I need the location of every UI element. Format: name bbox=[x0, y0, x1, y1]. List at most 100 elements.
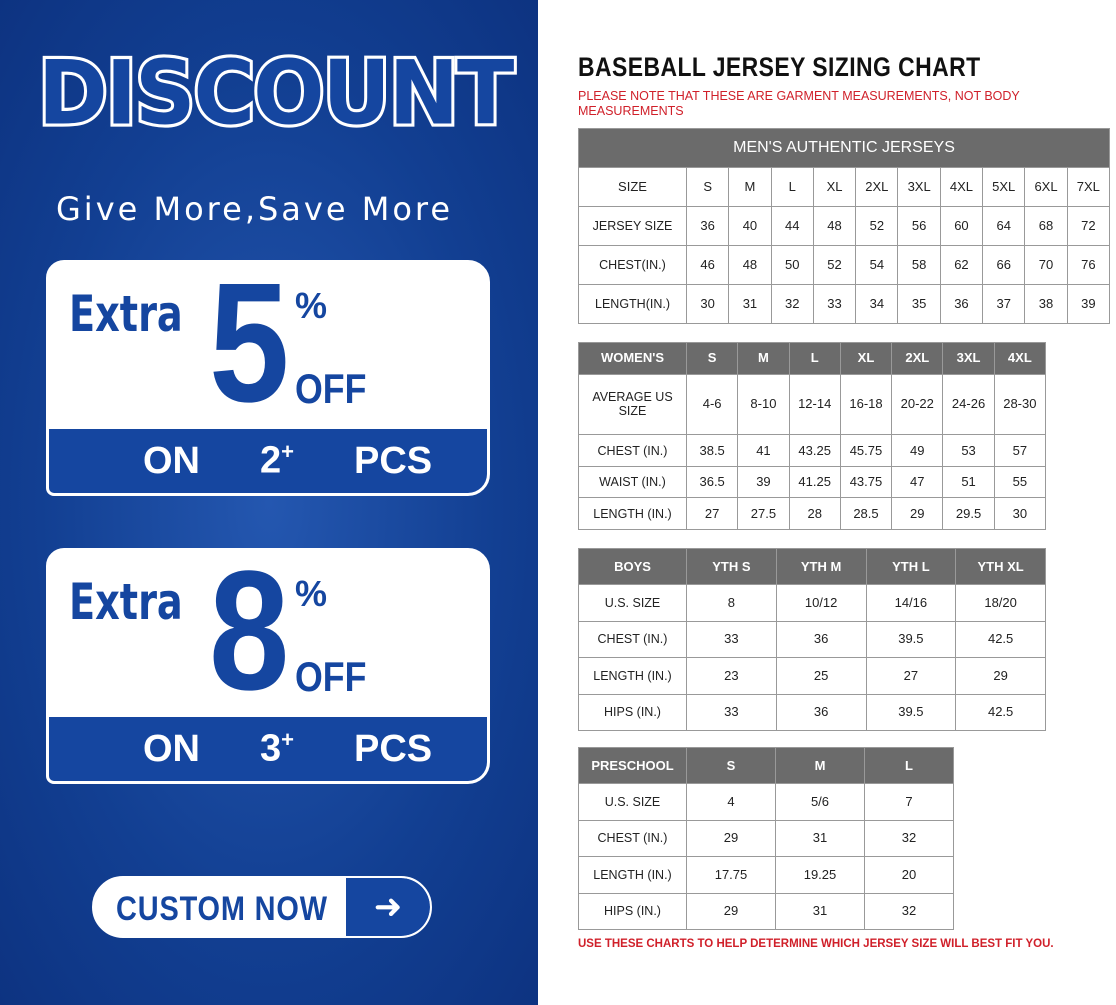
table-cell: 10/12 bbox=[775, 584, 867, 622]
table-cell: 20-22 bbox=[891, 373, 944, 436]
table-cell: 38.5 bbox=[685, 434, 739, 467]
table-cell: 48 bbox=[812, 206, 857, 246]
mens-size-table: MEN'S AUTHENTIC JERSEYS SIZE S M L XL 2XL 3XL 4X… bbox=[578, 128, 1111, 324]
table-cell: 44 bbox=[770, 206, 814, 246]
table-row: LENGTH(IN.) 30 31 32 33 34 35 36 37 38 39 bbox=[578, 284, 1111, 324]
table-header-row: WOMEN'S S M L XL 2XL 3XL 4XL bbox=[578, 342, 1047, 375]
row-label: CHEST (IN.) bbox=[578, 620, 687, 659]
row-label: AVERAGE US SIZE bbox=[578, 373, 687, 436]
table-cell: 62 bbox=[939, 245, 984, 285]
row-label: LENGTH (IN.) bbox=[578, 657, 687, 695]
chart-title: BASEBALL JERSEY SIZING CHART bbox=[578, 52, 981, 82]
table-cell: 24-26 bbox=[942, 373, 995, 436]
offer-off: OFF bbox=[295, 365, 367, 412]
table-cell: 70 bbox=[1024, 245, 1068, 285]
table-cell: 8-10 bbox=[737, 373, 790, 436]
offer-card-5: Extra 5 % OFF ON 2+ PCS bbox=[46, 260, 490, 496]
custom-now-label: CUSTOM NOW bbox=[116, 890, 328, 928]
row-label: U.S. SIZE bbox=[578, 783, 687, 821]
table-row: HIPS (IN.) 29 31 32 bbox=[578, 892, 954, 931]
table-cell: 29 bbox=[686, 892, 776, 931]
table-cell: 38 bbox=[1024, 284, 1068, 324]
table-row: AVERAGE US SIZE 4-6 8-10 12-14 16-18 20-22 24-… bbox=[578, 373, 1047, 436]
table-cell: 5/6 bbox=[775, 783, 865, 821]
table-cell: 17.75 bbox=[686, 856, 776, 894]
table-cell: 72 bbox=[1066, 206, 1111, 246]
table-cell: 40 bbox=[728, 206, 772, 246]
column-header: S bbox=[685, 167, 730, 207]
offer-off: OFF bbox=[295, 653, 367, 700]
table-cell: 50 bbox=[770, 245, 814, 285]
table-cell: 76 bbox=[1066, 245, 1111, 285]
table-row: CHEST (IN.) 29 31 32 bbox=[578, 819, 954, 858]
table-cell: 33 bbox=[686, 693, 777, 732]
table-row: CHEST (IN.) 38.5 41 43.25 45.75 49 53 57 bbox=[578, 434, 1047, 467]
table-cell: 55 bbox=[993, 465, 1047, 499]
table-cell: 58 bbox=[897, 245, 941, 285]
table-cell: 25 bbox=[775, 657, 867, 695]
qty-number: 2 bbox=[260, 439, 282, 482]
table-cell: 14/16 bbox=[865, 584, 957, 622]
arrow-right-icon: ➜ bbox=[346, 878, 430, 936]
table-cell: 42.5 bbox=[955, 620, 1046, 659]
table-row: LENGTH (IN.) 27 27.5 28 28.5 29 29.5 30 bbox=[578, 497, 1047, 530]
table-cell: 46 bbox=[685, 245, 730, 285]
table-cell: 31 bbox=[775, 819, 865, 858]
offer-value: 8 bbox=[209, 548, 290, 726]
table-cell: 16-18 bbox=[839, 373, 893, 436]
column-header: PRESCHOOL bbox=[578, 746, 687, 785]
custom-now-button[interactable]: CUSTOM NOW ➜ bbox=[92, 876, 432, 938]
table-cell: 49 bbox=[891, 434, 944, 467]
table-cell: 29.5 bbox=[942, 497, 995, 530]
table-cell: 35 bbox=[897, 284, 941, 324]
column-header: XL bbox=[812, 167, 857, 207]
table-cell: 36 bbox=[775, 693, 867, 732]
offer-percent: % bbox=[295, 285, 328, 326]
table-cell: 4 bbox=[686, 783, 776, 821]
offer-card-8: Extra 8 % OFF ON 3+ PCS bbox=[46, 548, 490, 784]
table-cell: 51 bbox=[942, 465, 995, 499]
table-cell: 19.25 bbox=[775, 856, 865, 894]
table-cell: 29 bbox=[955, 657, 1046, 695]
column-header: YTH L bbox=[865, 547, 957, 586]
column-header: 4XL bbox=[939, 167, 984, 207]
table-cell: 27 bbox=[865, 657, 957, 695]
promo-panel: DISCOUNT Give More,Save More Extra 5 % O… bbox=[0, 0, 538, 1005]
table-cell: 41.25 bbox=[788, 465, 841, 499]
table-cell: 32 bbox=[770, 284, 814, 324]
table-cell: 7 bbox=[864, 783, 954, 821]
table-cell: 18/20 bbox=[955, 584, 1046, 622]
table-cell: 30 bbox=[993, 497, 1047, 530]
table-cell: 52 bbox=[855, 206, 899, 246]
tagline: Give More,Save More bbox=[56, 190, 454, 228]
column-header: M bbox=[775, 746, 865, 785]
column-header: L bbox=[770, 167, 814, 207]
column-header: M bbox=[737, 342, 790, 375]
measurement-note: PLEASE NOTE THAT THESE ARE GARMENT MEASU… bbox=[578, 89, 1020, 118]
table-cell: 39 bbox=[1066, 284, 1111, 324]
qty-plus: + bbox=[281, 727, 294, 753]
table-cell: 54 bbox=[855, 245, 899, 285]
row-label: CHEST(IN.) bbox=[578, 245, 687, 285]
column-header: YTH XL bbox=[955, 547, 1046, 586]
column-header: 2XL bbox=[891, 342, 944, 375]
column-header: 7XL bbox=[1066, 167, 1111, 207]
table-cell: 64 bbox=[982, 206, 1026, 246]
column-header: 3XL bbox=[897, 167, 941, 207]
table-cell: 28.5 bbox=[839, 497, 893, 530]
offer-qty: 2+ bbox=[260, 439, 294, 483]
table-cell: 4-6 bbox=[685, 373, 739, 436]
table-cell: 34 bbox=[855, 284, 899, 324]
table-row: CHEST(IN.) 46 48 50 52 54 58 62 66 70 76 bbox=[578, 245, 1111, 285]
qty-plus: + bbox=[281, 439, 294, 465]
table-cell: 8 bbox=[686, 584, 777, 622]
table-cell: 39.5 bbox=[865, 620, 957, 659]
row-label: CHEST (IN.) bbox=[578, 819, 687, 858]
table-row: WAIST (IN.) 36.5 39 41.25 43.75 47 51 55 bbox=[578, 465, 1047, 499]
discount-headline: DISCOUNT bbox=[35, 38, 517, 147]
table-row: CHEST (IN.) 33 36 39.5 42.5 bbox=[578, 620, 1046, 659]
offer-percent: % bbox=[295, 573, 328, 614]
table-cell: 33 bbox=[686, 620, 777, 659]
row-label: WAIST (IN.) bbox=[578, 465, 687, 499]
column-header: 4XL bbox=[993, 342, 1047, 375]
